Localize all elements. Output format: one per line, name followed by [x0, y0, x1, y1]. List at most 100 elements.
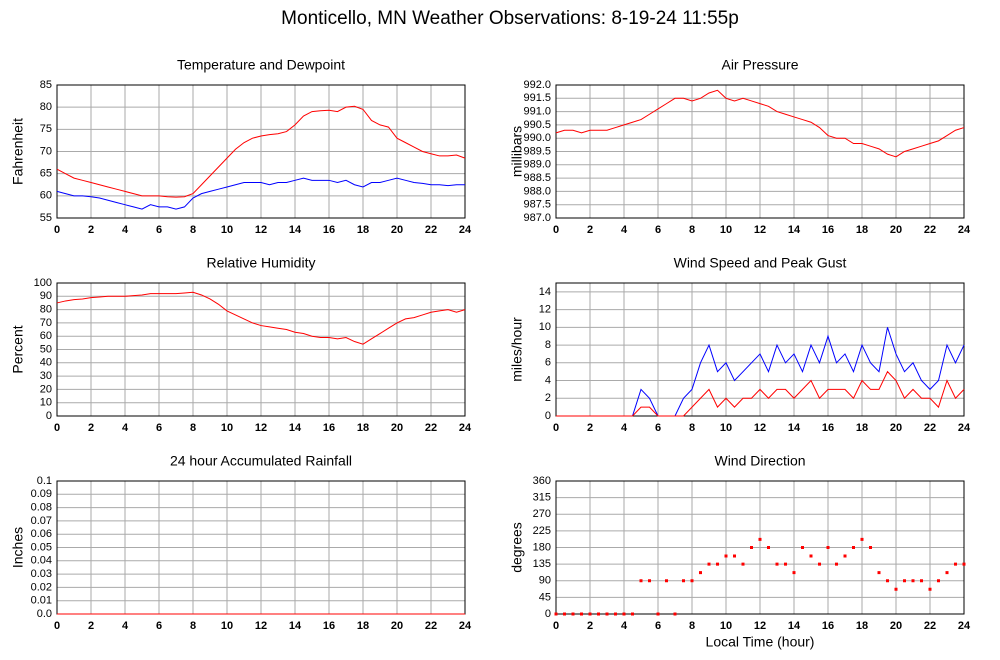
data-point — [835, 562, 838, 566]
y-tick-label: 30 — [40, 370, 52, 382]
data-line — [555, 89, 965, 158]
data-point — [707, 562, 711, 566]
x-tick-label: 24 — [459, 224, 472, 236]
data-point — [648, 579, 651, 583]
x-tick-label: 2 — [587, 422, 593, 434]
x-tick-label: 20 — [391, 422, 403, 434]
y-tick-label: 0 — [46, 410, 52, 422]
x-tick-label: 6 — [655, 620, 661, 632]
x-axis-label: Local Time (hour) — [706, 634, 815, 650]
x-tick-label: 20 — [391, 224, 403, 236]
y-axis-label: degrees — [509, 522, 525, 573]
y-tick-label: 45 — [539, 591, 551, 603]
panel-title: Wind Direction — [714, 453, 805, 469]
data-point — [903, 579, 906, 583]
x-tick-label: 20 — [391, 620, 403, 632]
y-tick-label: 990.5 — [523, 119, 551, 131]
data-point — [962, 562, 966, 566]
x-tick-label: 10 — [221, 422, 233, 434]
x-tick-label: 2 — [88, 224, 94, 236]
y-tick-label: 80 — [40, 304, 52, 316]
y-tick-label: 40 — [40, 357, 52, 369]
data-point — [775, 562, 779, 566]
x-tick-label: 14 — [289, 422, 302, 434]
data-point — [622, 612, 626, 616]
y-tick-label: 0.05 — [31, 541, 52, 553]
plot-frame — [56, 282, 466, 417]
data-point — [869, 546, 872, 549]
x-tick-label: 20 — [890, 422, 902, 434]
x-tick-label: 0 — [54, 620, 60, 632]
panel-title: 24 hour Accumulated Rainfall — [170, 453, 352, 469]
data-line — [56, 177, 465, 210]
x-tick-label: 8 — [190, 422, 196, 434]
x-tick-label: 24 — [459, 620, 472, 632]
data-point — [928, 587, 932, 591]
y-tick-label: 987.0 — [523, 212, 551, 224]
y-tick-label: 70 — [40, 145, 52, 157]
x-tick-label: 6 — [655, 224, 661, 236]
x-tick-label: 4 — [621, 620, 628, 632]
y-tick-label: 989.5 — [523, 145, 551, 157]
x-tick-label: 22 — [425, 422, 437, 434]
x-tick-label: 4 — [621, 224, 628, 236]
data-line — [556, 370, 965, 417]
data-point — [937, 579, 940, 583]
data-point — [554, 612, 558, 616]
y-tick-label: 20 — [40, 383, 52, 395]
y-tick-label: 0.02 — [31, 581, 52, 593]
x-tick-label: 12 — [255, 620, 267, 632]
x-tick-label: 14 — [788, 422, 801, 434]
data-point — [724, 554, 728, 558]
data-point — [597, 612, 600, 616]
x-tick-label: 8 — [689, 620, 695, 632]
page-title: Monticello, MN Weather Observations: 8-1… — [281, 8, 739, 29]
data-point — [631, 612, 634, 616]
y-tick-label: 0 — [545, 410, 551, 422]
y-tick-label: 2 — [545, 392, 551, 404]
y-axis-label: Inches — [10, 527, 26, 568]
y-tick-label: 0.06 — [31, 528, 52, 540]
x-tick-label: 22 — [924, 224, 936, 236]
x-tick-label: 8 — [190, 224, 196, 236]
y-tick-label: 70 — [40, 317, 52, 329]
y-tick-label: 0 — [545, 608, 551, 620]
y-tick-label: 0.09 — [31, 488, 52, 500]
panel-title: Air Pressure — [721, 57, 798, 73]
data-point — [767, 546, 770, 549]
y-tick-label: 10 — [40, 397, 52, 409]
data-point — [852, 546, 855, 549]
x-tick-label: 14 — [289, 620, 302, 632]
y-tick-label: 270 — [533, 508, 551, 520]
y-tick-label: 90 — [40, 290, 52, 302]
x-tick-label: 6 — [156, 422, 162, 434]
panel-title: Wind Speed and Peak Gust — [674, 255, 847, 271]
x-tick-label: 2 — [88, 620, 94, 632]
y-tick-label: 989.0 — [523, 159, 551, 171]
x-tick-label: 10 — [720, 224, 732, 236]
y-tick-label: 0.03 — [31, 568, 52, 580]
x-tick-label: 12 — [754, 224, 766, 236]
x-tick-label: 12 — [754, 422, 766, 434]
data-point — [682, 579, 685, 583]
y-tick-label: 8 — [545, 339, 551, 351]
data-point — [733, 554, 736, 558]
y-tick-label: 0.01 — [31, 595, 52, 607]
y-tick-label: 135 — [533, 558, 551, 570]
x-tick-label: 18 — [856, 620, 868, 632]
y-tick-label: 360 — [533, 475, 551, 487]
x-tick-label: 6 — [655, 422, 661, 434]
x-tick-label: 8 — [689, 422, 695, 434]
data-point — [690, 579, 694, 583]
x-tick-label: 2 — [88, 422, 94, 434]
y-tick-label: 991.0 — [523, 106, 551, 118]
y-tick-label: 0.08 — [31, 502, 52, 514]
x-tick-label: 10 — [221, 224, 233, 236]
data-point — [784, 562, 787, 566]
x-tick-label: 0 — [54, 422, 60, 434]
x-tick-label: 4 — [122, 620, 129, 632]
y-tick-label: 10 — [539, 321, 551, 333]
y-tick-label: 80 — [40, 101, 52, 113]
data-point — [818, 562, 821, 566]
x-tick-label: 16 — [822, 422, 834, 434]
